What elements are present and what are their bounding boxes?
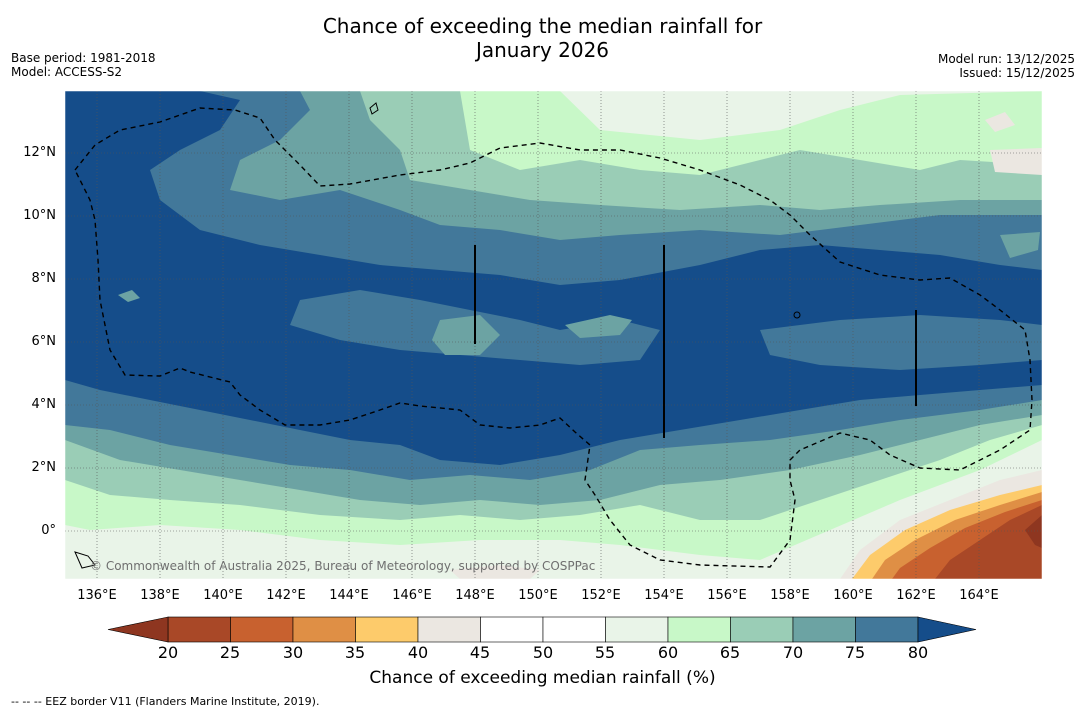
title-line-2: January 2026 [475,38,610,62]
meta-left: Base period: 1981-2018 Model: ACCESS-S2 [11,51,156,79]
lon-label-138e: 138°E [140,588,180,603]
lon-label-156e: 156°E [707,588,747,603]
patch-bottom-mid [450,565,540,579]
lat-label-4n: 4°N [31,397,57,412]
colorbar-segment-75-80 [855,616,919,643]
rainfall-map: © Commonwealth of Australia 2025, Bureau… [65,91,1042,579]
lon-label-148e: 148°E [455,588,495,603]
lat-label-12n: 12°N [23,145,56,160]
cb-tick-70: 70 [782,643,804,662]
graticule [65,91,1042,579]
colorbar-segment-70-75 [792,616,856,643]
lat-label-8n: 8°N [31,271,57,286]
band-under-20 [1025,515,1042,548]
lon-label-142e: 142°E [266,588,306,603]
island-3 [74,551,96,569]
colorbar-title: Chance of exceeding median rainfall (%) [369,668,716,688]
islands [74,102,801,569]
cb-tick-55: 55 [594,643,616,662]
colorbar-extend-high [917,616,977,643]
band-lens-5 [1000,232,1040,258]
lon-label-140e: 140°E [203,588,243,603]
lon-label-150e: 150°E [518,588,558,603]
cb-tick-25: 25 [219,643,241,662]
lon-label-160e: 160°E [833,588,873,603]
colorbar-segment-45-50 [480,616,544,643]
footer-note: -- -- -- EEZ border V11 (Flanders Marine… [11,695,320,708]
cb-tick-80: 80 [907,643,929,662]
eez-border [74,107,1033,568]
copyright-text: © Commonwealth of Australia 2025, Bureau… [90,559,595,573]
lat-label-6n: 6°N [31,334,57,349]
patch-right [990,148,1042,175]
band-lens-4 [565,315,632,338]
colorbar-segment-60-65 [667,616,731,643]
colorbar-segment-20-25 [167,616,231,643]
patch-top-right [985,112,1015,132]
cb-tick-35: 35 [344,643,366,662]
colorbar-segment-50-55 [542,616,606,643]
cb-tick-50: 50 [532,643,554,662]
lon-label-162e: 162°E [896,588,936,603]
colorbar-segment-40-45 [417,616,481,643]
lat-label-0: 0° [41,523,56,538]
band-over-80 [65,91,1042,465]
cb-tick-30: 30 [282,643,304,662]
colorbar-segment-30-35 [292,616,356,643]
band-20-25 [935,505,1042,579]
cb-tick-75: 75 [844,643,866,662]
title-line-1: Chance of exceeding the median rainfall … [322,14,763,38]
base-period: Base period: 1981-2018 [11,51,156,65]
artifact-lines [474,245,917,438]
lon-label-146e: 146°E [392,588,432,603]
colorbar-extend-low [107,616,169,643]
cb-tick-20: 20 [157,643,179,662]
band-lens-6 [118,290,140,302]
colorbar-segment-65-70 [730,616,794,643]
cb-tick-45: 45 [469,643,491,662]
colorbar-segment-25-30 [230,616,294,643]
map-title: Chance of exceeding the median rainfall … [0,14,1085,62]
cb-tick-65: 65 [719,643,741,662]
lon-label-154e: 154°E [644,588,684,603]
band-lens-2 [760,315,1042,370]
island-1 [369,102,379,115]
lon-label-152e: 152°E [581,588,621,603]
colorbar-segment-35-40 [355,616,419,643]
meta-right: Model run: 13/12/2025 Issued: 15/12/2025 [938,52,1075,80]
map-frame [64,90,1043,580]
lon-label-158e: 158°E [770,588,810,603]
colorbar-segment-55-60 [605,616,669,643]
lon-label-164e: 164°E [959,588,999,603]
lat-label-10n: 10°N [23,208,56,223]
band-lens-3 [432,315,500,355]
island-2 [793,311,801,319]
lat-label-2n: 2°N [31,460,57,475]
model-run: Model run: 13/12/2025 [937,52,1075,66]
model-name: Model: ACCESS-S2 [11,65,123,79]
cb-tick-40: 40 [407,643,429,662]
lon-label-144e: 144°E [329,588,369,603]
colorbar [107,616,977,643]
lon-label-136e: 136°E [77,588,117,603]
cb-tick-60: 60 [657,643,679,662]
issued-date: Issued: 15/12/2025 [959,66,1075,80]
